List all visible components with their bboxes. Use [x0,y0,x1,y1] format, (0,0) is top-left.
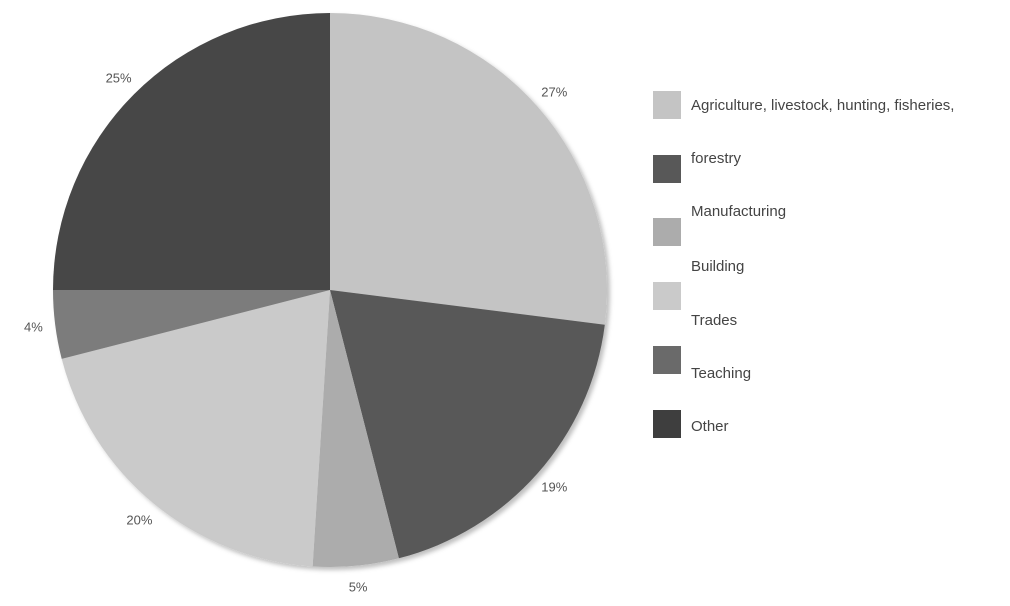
legend-swatch-forestry [653,155,681,183]
pie-slice-0 [330,13,608,325]
legend-label-other: Other [691,418,729,435]
pie-slice-5 [53,13,330,290]
legend-label-trades: Trades [691,312,737,329]
pie-slice-3 [61,290,330,567]
slice-value-label-2: 5% [349,580,368,595]
slice-value-label-3: 20% [126,512,152,527]
legend-label-manufacturing: Manufacturing [691,203,786,220]
pie-slice-2 [312,290,399,567]
legend-label-building: Building [691,258,744,275]
slice-value-label-4: 4% [24,320,43,335]
slice-value-labels: 27% 19% 5% 20% 4% 25% [24,71,568,595]
legend-label-forestry: forestry [691,150,742,167]
legend: Agriculture, livestock, hunting, fisheri… [653,91,954,438]
pie-slice-4 [53,290,330,359]
legend-swatch-manufacturing [653,218,681,246]
legend-swatch-agriculture [653,91,681,119]
slice-value-label-1: 19% [541,480,567,495]
legend-label-agriculture: Agriculture, livestock, hunting, fisheri… [691,97,954,114]
slice-value-label-0: 27% [541,84,567,99]
legend-label-teaching: Teaching [691,365,751,382]
pie-slices [53,13,608,567]
legend-swatch-building [653,282,681,310]
legend-swatch-other [653,410,681,438]
legend-swatch-teaching [653,346,681,374]
pie-slice-1 [330,290,605,559]
slice-value-label-5: 25% [106,71,132,86]
